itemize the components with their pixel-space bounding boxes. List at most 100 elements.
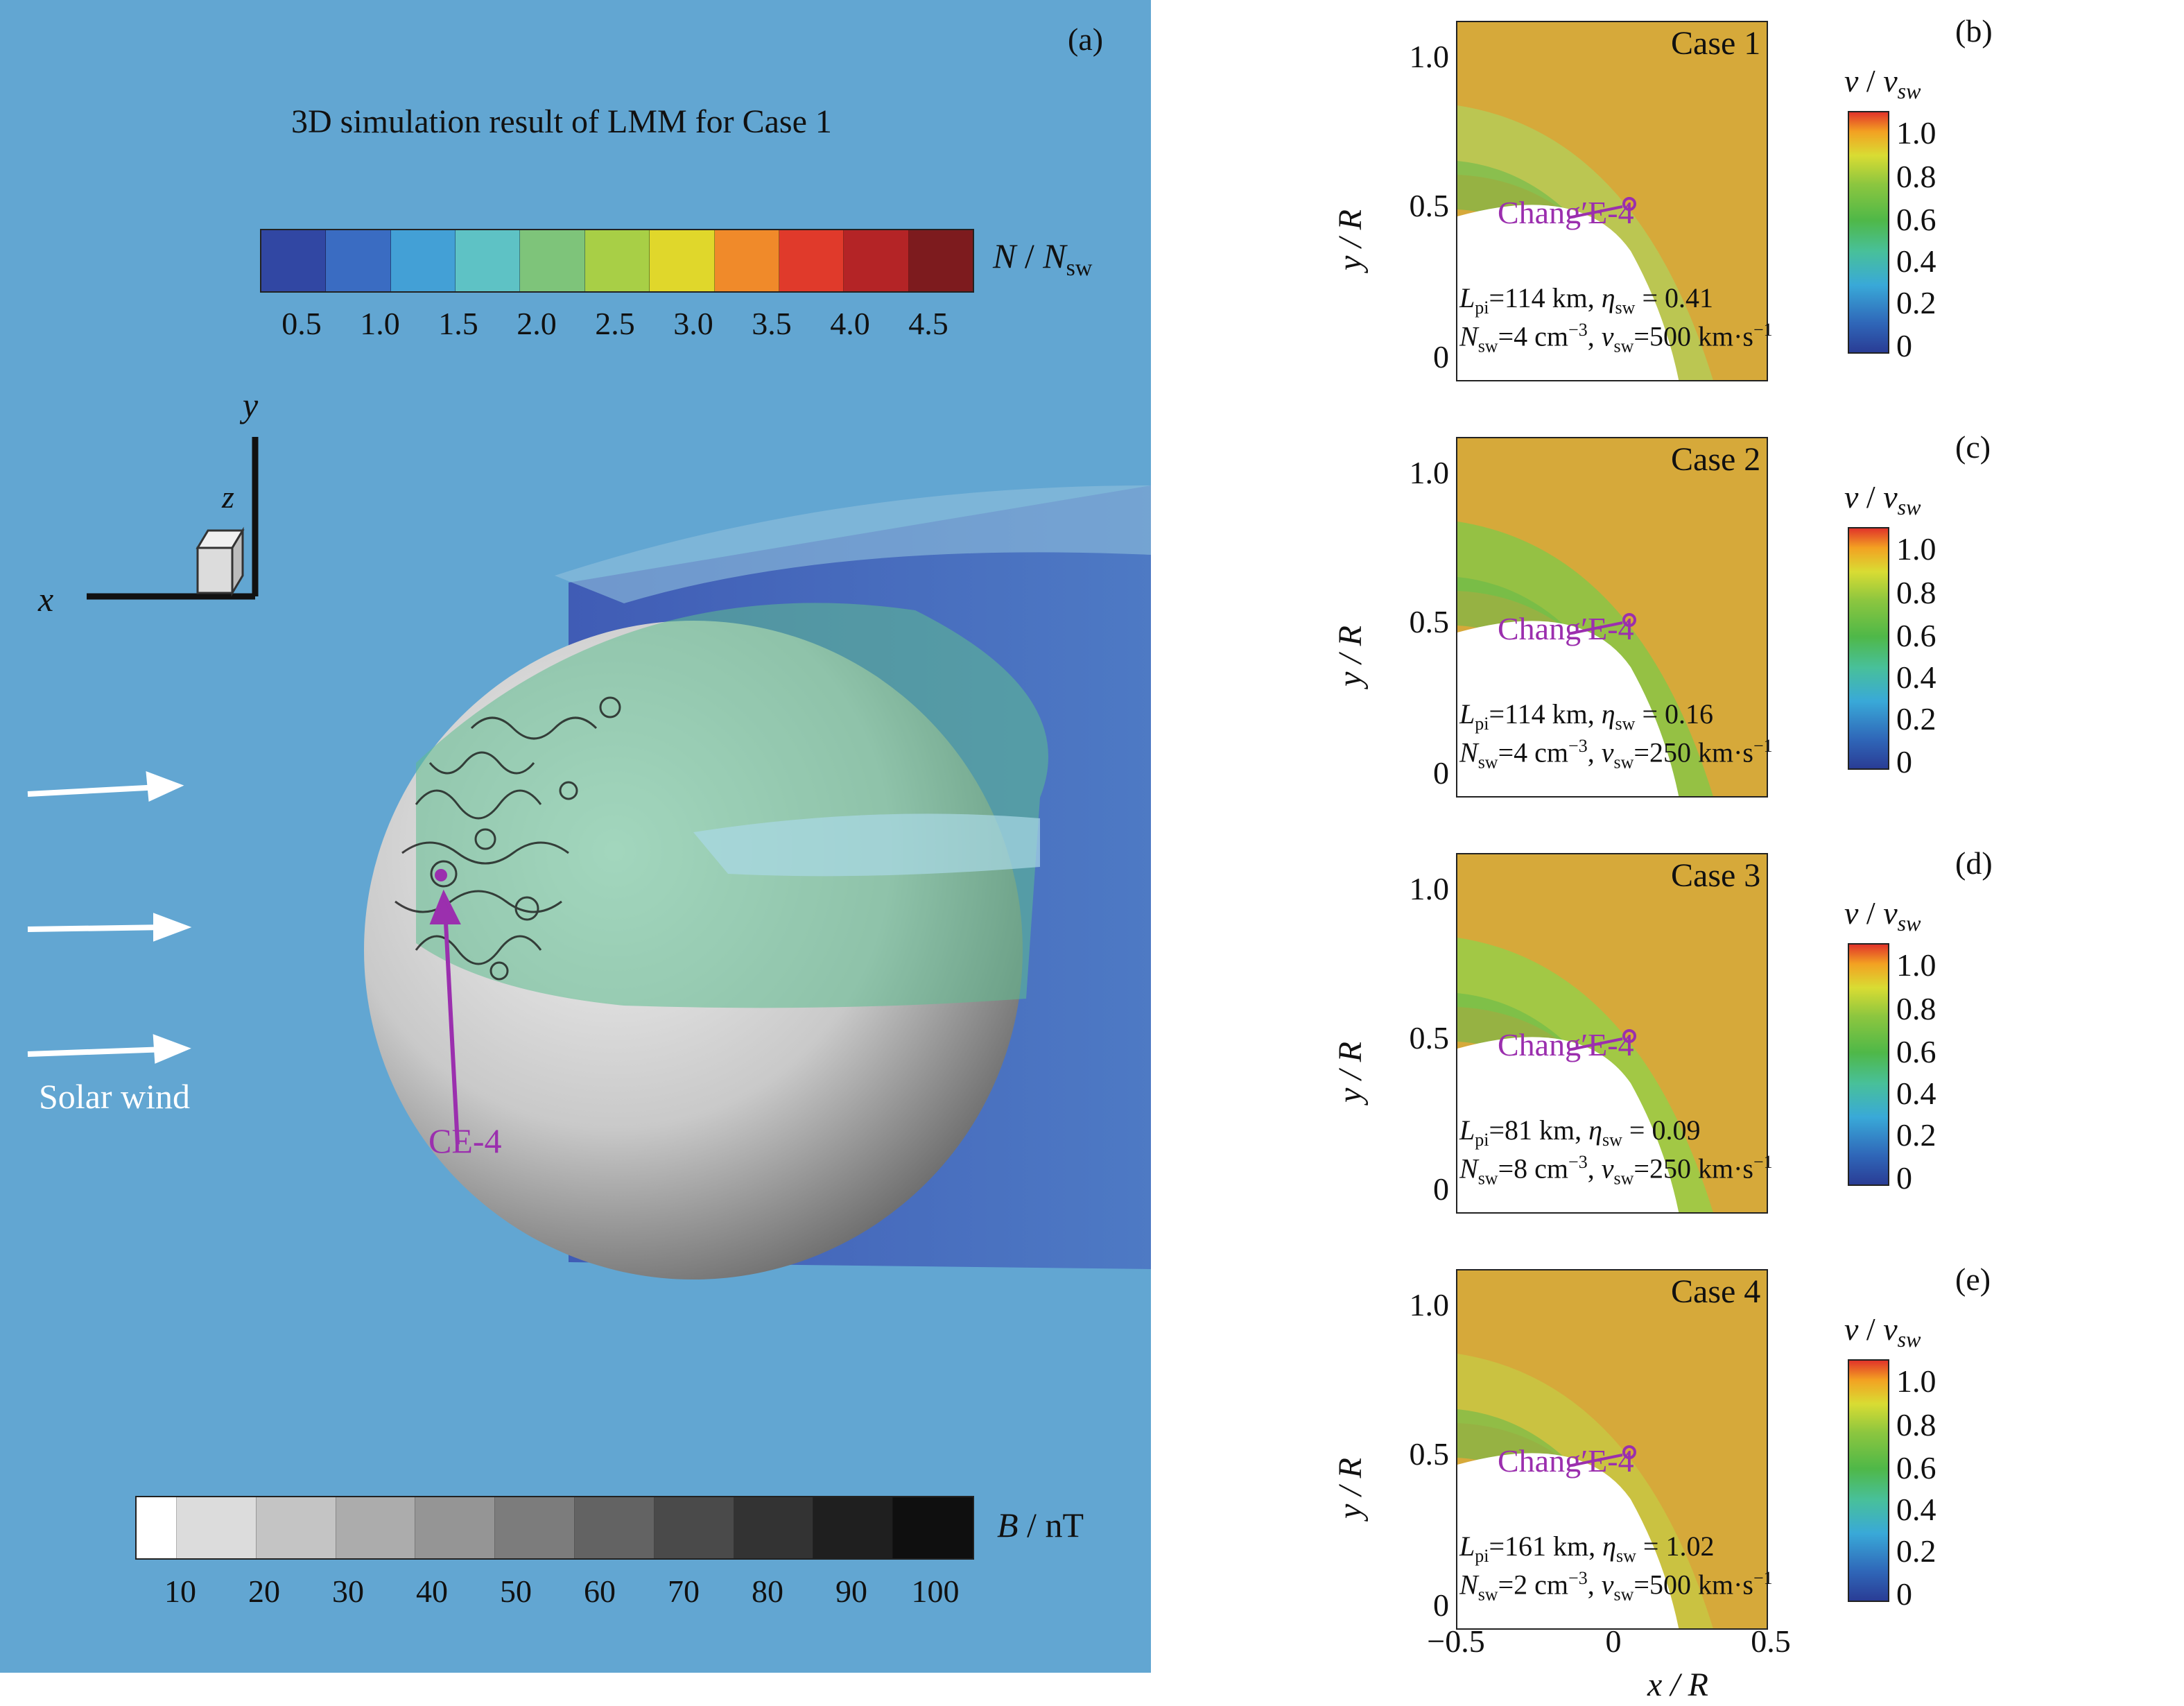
x-tick-neg05: −0.5 [1427,1623,1485,1659]
b-colorbar-tick: 30 [332,1574,364,1609]
y-tick-1: 1.0 [1409,871,1450,906]
density-colorbar-label: N / Nsw [993,236,1093,281]
velocity-field [1457,1270,1767,1628]
y-tick-0: 0 [1433,755,1449,791]
y-tick-05: 0.5 [1409,188,1450,223]
case-label: Case 3 [1671,857,1761,894]
y-axis-label: y / R [1332,1458,1369,1519]
parameter-line-2: Nsw=4 cm−3, vsw=250 km·s−1 [1459,736,1773,773]
cb-tick: 0.2 [1896,1117,1936,1153]
axis-box [196,526,245,597]
cb-tick: 0 [1896,744,1912,779]
cb-tick: 0.4 [1896,1076,1936,1111]
velocity-plot [1456,21,1768,381]
chang-e4-marker [1622,197,1636,211]
density-colorbar-tick: 2.0 [517,306,557,341]
cb-tick: 1.0 [1896,531,1936,567]
chang-e4-marker [1622,1029,1636,1043]
chang-e4-arrow [1568,1037,1623,1051]
density-colorbar-cell [261,230,327,291]
velocity-colorbar [1848,527,1889,770]
chang-e4-marker [1622,613,1636,627]
colorbar-title: v / vsw [1844,895,1921,936]
density-colorbar-tick: 2.5 [595,306,635,341]
cb-tick: 0.2 [1896,701,1936,736]
panel-a-graphic [27,437,1151,1280]
colorbar-title: v / vsw [1844,1311,1921,1352]
cb-tick: 0.2 [1896,285,1936,320]
density-colorbar-cell [326,230,391,291]
plasma-shell [416,603,1048,1008]
parameter-line-2: Nsw=8 cm−3, vsw=250 km·s−1 [1459,1152,1773,1189]
ce4-pointer [429,869,461,1145]
velocity-field [1457,22,1767,380]
b-colorbar-cell [574,1497,655,1558]
axis-y-label: y [243,386,259,424]
panel-a-title: 3D simulation result of LMM for Case 1 [291,103,832,140]
panel-a-tag: (a) [1068,21,1104,57]
b-colorbar-cell [654,1497,734,1558]
density-colorbar [260,229,974,293]
wake-upper-cap [555,485,1151,603]
b-colorbar-tick: 50 [500,1574,532,1609]
panel-d: 1.0 0.5 0 y / R Case 3 (d) v / vsw 1.0 0… [1303,839,2011,1255]
chang-e4-arrow [1568,205,1623,219]
axis-triad [87,437,259,600]
velocity-colorbar [1848,1359,1889,1602]
x-tick-05: 0.5 [1751,1623,1791,1659]
y-tick-0: 0 [1433,339,1449,374]
chang-e4-label: Chang′E-4 [1498,1443,1634,1479]
plasma-lobe [693,813,1040,877]
b-colorbar-tick: 60 [584,1574,616,1609]
density-colorbar-cell [779,230,844,291]
y-tick-1: 1.0 [1409,1287,1450,1322]
panel-letter: (d) [1955,845,1993,881]
parameter-line-2: Nsw=2 cm−3, vsw=500 km·s−1 [1459,1568,1773,1605]
density-colorbar-cell [714,230,779,291]
b-colorbar-tick: 20 [248,1574,280,1609]
b-colorbar-tick: 40 [416,1574,448,1609]
case-label: Case 2 [1671,441,1761,478]
parameter-line-1: Lpi=81 km, ηsw = 0.09 [1459,1114,1701,1150]
b-colorbar-tick: 80 [752,1574,783,1609]
velocity-field [1457,854,1767,1212]
case-label: Case 1 [1671,25,1761,62]
density-colorbar-cell [520,230,585,291]
y-tick-05: 0.5 [1409,604,1450,639]
cb-tick: 1.0 [1896,947,1936,983]
panel-letter: (b) [1955,13,1993,49]
parameter-line-1: Lpi=114 km, ηsw = 0.41 [1459,282,1713,318]
velocity-plot [1456,853,1768,1214]
chang-e4-marker [1622,1445,1636,1459]
cb-tick: 0 [1896,1576,1912,1612]
cb-tick: 0.6 [1896,1450,1936,1485]
density-colorbar-cell [844,230,909,291]
b-colorbar-cell [415,1497,496,1558]
y-tick-05: 0.5 [1409,1436,1450,1472]
colorbar-title: v / vsw [1844,63,1921,104]
chang-e4-label: Chang′E-4 [1498,611,1634,646]
cb-tick: 0.4 [1896,660,1936,695]
magnetic-contours [395,696,621,981]
density-colorbar-cell [456,230,521,291]
cb-tick: 0.8 [1896,575,1936,610]
velocity-field [1457,438,1767,796]
panel-c: 1.0 0.5 0 y / R Case 2 (c) v / vsw 1.0 0… [1303,423,2011,839]
velocity-colorbar [1848,111,1889,354]
density-colorbar-tick: 0.5 [281,306,322,341]
cb-tick: 0.6 [1896,202,1936,237]
b-colorbar-cell [137,1497,177,1558]
y-axis-label: y / R [1332,1042,1369,1103]
density-colorbar-tick: 1.5 [438,306,478,341]
cb-tick: 0 [1896,328,1912,363]
b-colorbar-tick: 10 [164,1574,196,1609]
b-colorbar-cell [176,1497,257,1558]
y-tick-1: 1.0 [1409,39,1450,74]
velocity-plot [1456,1269,1768,1630]
ce4-label: CE-4 [428,1121,502,1160]
density-colorbar-tick: 4.5 [908,306,948,341]
b-colorbar-tick: 70 [668,1574,700,1609]
panel-b: 1.0 0.5 0 y / R Case 1 (b) v / vsw 1.0 0… [1303,7,2011,423]
density-colorbar-tick: 3.0 [673,306,713,341]
b-colorbar [135,1496,974,1560]
